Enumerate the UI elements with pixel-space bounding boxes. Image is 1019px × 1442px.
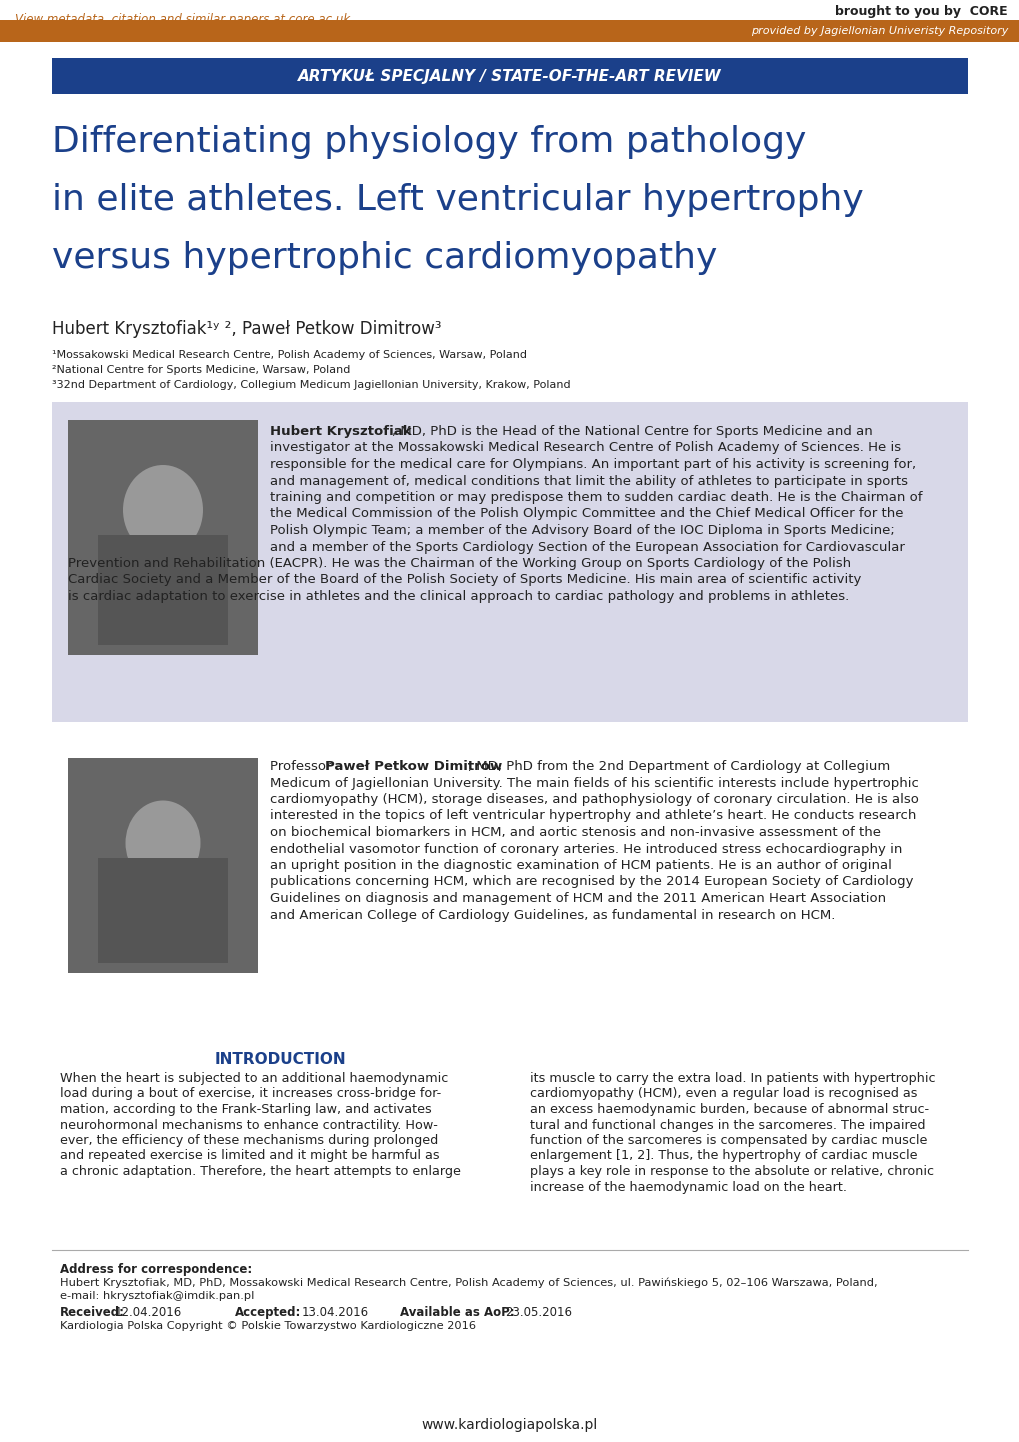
- Text: Available as AoP:: Available as AoP:: [399, 1306, 515, 1319]
- Text: on biochemical biomarkers in HCM, and aortic stenosis and non-invasive assessmen: on biochemical biomarkers in HCM, and ao…: [270, 826, 880, 839]
- Text: plays a key role in response to the absolute or relative, chronic: plays a key role in response to the abso…: [530, 1165, 933, 1178]
- Text: provided by Jagiellonian Univeristy Repository: provided by Jagiellonian Univeristy Repo…: [750, 26, 1007, 36]
- Text: tural and functional changes in the sarcomeres. The impaired: tural and functional changes in the sarc…: [530, 1119, 924, 1132]
- Text: Hubert Krysztofiak¹ʸ ², Paweł Petkow Dimitrow³: Hubert Krysztofiak¹ʸ ², Paweł Petkow Dim…: [52, 320, 441, 337]
- Text: the Medical Commission of the Polish Olympic Committee and the Chief Medical Off: the Medical Commission of the Polish Oly…: [270, 508, 903, 521]
- Text: function of the sarcomeres is compensated by cardiac muscle: function of the sarcomeres is compensate…: [530, 1133, 926, 1146]
- Text: an upright position in the diagnostic examination of HCM patients. He is an auth: an upright position in the diagnostic ex…: [270, 859, 891, 872]
- Ellipse shape: [123, 464, 203, 555]
- Bar: [68, 758, 258, 973]
- Bar: [0, 20, 1019, 42]
- Text: endothelial vasomotor function of coronary arteries. He introduced stress echoca: endothelial vasomotor function of corona…: [270, 842, 902, 855]
- Bar: [52, 58, 967, 94]
- Text: cardiomyopathy (HCM), even a regular load is recognised as: cardiomyopathy (HCM), even a regular loa…: [530, 1087, 917, 1100]
- Text: a chronic adaptation. Therefore, the heart attempts to enlarge: a chronic adaptation. Therefore, the hea…: [60, 1165, 461, 1178]
- Text: training and competition or may predispose them to sudden cardiac death. He is t: training and competition or may predispo…: [270, 490, 921, 505]
- Text: INTRODUCTION: INTRODUCTION: [214, 1053, 345, 1067]
- Bar: [98, 535, 228, 645]
- Text: View metadata, citation and similar papers at core.ac.uk: View metadata, citation and similar pape…: [15, 13, 350, 26]
- Text: Accepted:: Accepted:: [234, 1306, 301, 1319]
- Text: 12.04.2016: 12.04.2016: [115, 1306, 182, 1319]
- Text: Paweł Petkow Dimitrow: Paweł Petkow Dimitrow: [325, 760, 501, 773]
- Text: publications concerning HCM, which are recognised by the 2014 European Society o: publications concerning HCM, which are r…: [270, 875, 913, 888]
- Text: ¹Mossakowski Medical Research Centre, Polish Academy of Sciences, Warsaw, Poland: ¹Mossakowski Medical Research Centre, Po…: [52, 350, 527, 360]
- Text: increase of the haemodynamic load on the heart.: increase of the haemodynamic load on the…: [530, 1181, 846, 1194]
- Text: e-mail: hkrysztofiak@imdik.pan.pl: e-mail: hkrysztofiak@imdik.pan.pl: [60, 1291, 254, 1301]
- Text: responsible for the medical care for Olympians. An important part of his activit: responsible for the medical care for Oly…: [270, 459, 915, 472]
- Text: load during a bout of exercise, it increases cross-bridge for-: load during a bout of exercise, it incre…: [60, 1087, 441, 1100]
- Text: mation, according to the Frank-Starling law, and activates: mation, according to the Frank-Starling …: [60, 1103, 431, 1116]
- Text: , MD, PhD from the 2nd Department of Cardiology at Collegium: , MD, PhD from the 2nd Department of Car…: [468, 760, 890, 773]
- Text: Cardiac Society and a Member of the Board of the Polish Society of Sports Medici: Cardiac Society and a Member of the Boar…: [68, 574, 860, 587]
- Ellipse shape: [125, 800, 201, 885]
- Text: enlargement [1, 2]. Thus, the hypertrophy of cardiac muscle: enlargement [1, 2]. Thus, the hypertroph…: [530, 1149, 917, 1162]
- Text: Address for correspondence:: Address for correspondence:: [60, 1263, 252, 1276]
- Text: , MD, PhD is the Head of the National Centre for Sports Medicine and an: , MD, PhD is the Head of the National Ce…: [392, 425, 872, 438]
- Text: investigator at the Mossakowski Medical Research Centre of Polish Academy of Sci: investigator at the Mossakowski Medical …: [270, 441, 900, 454]
- Text: in elite athletes. Left ventricular hypertrophy: in elite athletes. Left ventricular hype…: [52, 183, 863, 216]
- Text: and American College of Cardiology Guidelines, as fundamental in research on HCM: and American College of Cardiology Guide…: [270, 908, 835, 921]
- Text: ARTYKUŁ SPECJALNY / STATE-OF-THE-ART REVIEW: ARTYKUŁ SPECJALNY / STATE-OF-THE-ART REV…: [298, 69, 721, 84]
- Text: and management of, medical conditions that limit the ability of athletes to part: and management of, medical conditions th…: [270, 474, 907, 487]
- Text: cardiomyopathy (HCM), storage diseases, and pathophysiology of coronary circulat: cardiomyopathy (HCM), storage diseases, …: [270, 793, 918, 806]
- Text: ever, the efficiency of these mechanisms during prolonged: ever, the efficiency of these mechanisms…: [60, 1133, 438, 1146]
- Text: Kardiologia Polska Copyright © Polskie Towarzystwo Kardiologiczne 2016: Kardiologia Polska Copyright © Polskie T…: [60, 1321, 476, 1331]
- Bar: [68, 420, 258, 655]
- Text: is cardiac adaptation to exercise in athletes and the clinical approach to cardi: is cardiac adaptation to exercise in ath…: [68, 590, 849, 603]
- Text: and repeated exercise is limited and it might be harmful as: and repeated exercise is limited and it …: [60, 1149, 439, 1162]
- Text: 13.04.2016: 13.04.2016: [302, 1306, 369, 1319]
- Text: Medicum of Jagiellonian University. The main fields of his scientific interests : Medicum of Jagiellonian University. The …: [270, 776, 918, 790]
- Text: versus hypertrophic cardiomyopathy: versus hypertrophic cardiomyopathy: [52, 241, 716, 275]
- Text: Guidelines on diagnosis and management of HCM and the 2011 American Heart Associ: Guidelines on diagnosis and management o…: [270, 893, 886, 906]
- Text: Received:: Received:: [60, 1306, 125, 1319]
- Text: Differentiating physiology from pathology: Differentiating physiology from patholog…: [52, 125, 806, 159]
- Text: Hubert Krysztofiak, MD, PhD, Mossakowski Medical Research Centre, Polish Academy: Hubert Krysztofiak, MD, PhD, Mossakowski…: [60, 1278, 876, 1289]
- Text: ³32nd Department of Cardiology, Collegium Medicum Jagiellonian University, Krako: ³32nd Department of Cardiology, Collegiu…: [52, 381, 570, 389]
- Text: When the heart is subjected to an additional haemodynamic: When the heart is subjected to an additi…: [60, 1071, 447, 1084]
- Text: interested in the topics of left ventricular hypertrophy and athlete’s heart. He: interested in the topics of left ventric…: [270, 809, 915, 822]
- Text: Polish Olympic Team; a member of the Advisory Board of the IOC Diploma in Sports: Polish Olympic Team; a member of the Adv…: [270, 523, 894, 536]
- Text: Professor: Professor: [270, 760, 335, 773]
- Text: ²National Centre for Sports Medicine, Warsaw, Poland: ²National Centre for Sports Medicine, Wa…: [52, 365, 351, 375]
- Text: and a member of the Sports Cardiology Section of the European Association for Ca: and a member of the Sports Cardiology Se…: [270, 541, 904, 554]
- Text: brought to you by  CORE: brought to you by CORE: [835, 6, 1007, 19]
- Text: neurohormonal mechanisms to enhance contractility. How-: neurohormonal mechanisms to enhance cont…: [60, 1119, 437, 1132]
- Text: an excess haemodynamic burden, because of abnormal struc-: an excess haemodynamic burden, because o…: [530, 1103, 928, 1116]
- Bar: [52, 402, 967, 722]
- Text: Prevention and Rehabilitation (EACPR). He was the Chairman of the Working Group : Prevention and Rehabilitation (EACPR). H…: [68, 557, 850, 570]
- Text: www.kardiologiapolska.pl: www.kardiologiapolska.pl: [422, 1417, 597, 1432]
- Bar: [98, 858, 228, 963]
- Text: 23.05.2016: 23.05.2016: [504, 1306, 572, 1319]
- Text: its muscle to carry the extra load. In patients with hypertrophic: its muscle to carry the extra load. In p…: [530, 1071, 934, 1084]
- Text: Hubert Krysztofiak: Hubert Krysztofiak: [270, 425, 412, 438]
